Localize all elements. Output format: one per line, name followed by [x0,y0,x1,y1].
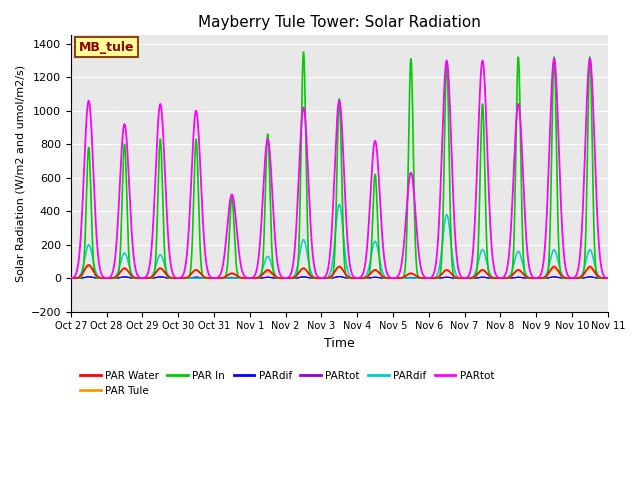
Text: MB_tule: MB_tule [79,40,134,54]
Y-axis label: Solar Radiation (W/m2 and umol/m2/s): Solar Radiation (W/m2 and umol/m2/s) [15,65,25,282]
Title: Mayberry Tule Tower: Solar Radiation: Mayberry Tule Tower: Solar Radiation [198,15,481,30]
X-axis label: Time: Time [324,337,355,350]
Legend: PAR Water, PAR Tule, PAR In, PARdif, PARtot, PARdif, PARtot: PAR Water, PAR Tule, PAR In, PARdif, PAR… [76,367,498,400]
